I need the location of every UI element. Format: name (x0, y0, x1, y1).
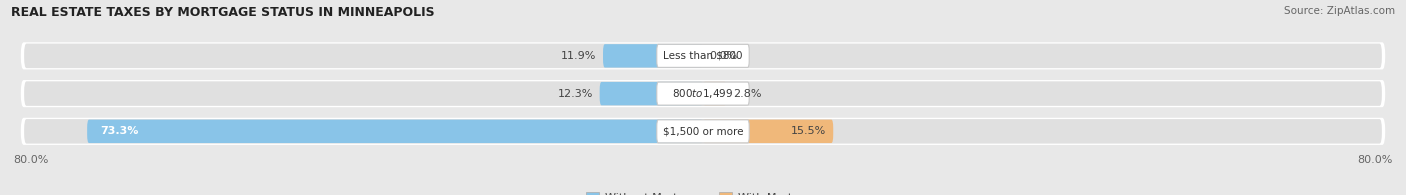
Text: Less than $800: Less than $800 (664, 51, 742, 61)
Text: 2.8%: 2.8% (734, 89, 762, 99)
Text: 15.5%: 15.5% (792, 126, 827, 136)
FancyBboxPatch shape (599, 82, 703, 105)
FancyBboxPatch shape (24, 119, 1382, 144)
Text: 12.3%: 12.3% (558, 89, 593, 99)
Text: 73.3%: 73.3% (100, 126, 138, 136)
FancyBboxPatch shape (603, 44, 703, 67)
FancyBboxPatch shape (24, 44, 1382, 68)
FancyBboxPatch shape (703, 120, 834, 143)
FancyBboxPatch shape (657, 120, 749, 143)
Text: 0.0%: 0.0% (710, 51, 738, 61)
Text: Source: ZipAtlas.com: Source: ZipAtlas.com (1284, 6, 1395, 16)
Text: $1,500 or more: $1,500 or more (662, 126, 744, 136)
Text: 11.9%: 11.9% (561, 51, 596, 61)
FancyBboxPatch shape (21, 118, 1385, 145)
FancyBboxPatch shape (87, 120, 703, 143)
FancyBboxPatch shape (657, 82, 749, 105)
FancyBboxPatch shape (21, 42, 1385, 69)
FancyBboxPatch shape (657, 44, 749, 67)
Text: REAL ESTATE TAXES BY MORTGAGE STATUS IN MINNEAPOLIS: REAL ESTATE TAXES BY MORTGAGE STATUS IN … (11, 6, 434, 19)
FancyBboxPatch shape (703, 82, 727, 105)
Legend: Without Mortgage, With Mortgage: Without Mortgage, With Mortgage (582, 188, 824, 195)
FancyBboxPatch shape (24, 81, 1382, 106)
FancyBboxPatch shape (21, 80, 1385, 107)
Text: $800 to $1,499: $800 to $1,499 (672, 87, 734, 100)
